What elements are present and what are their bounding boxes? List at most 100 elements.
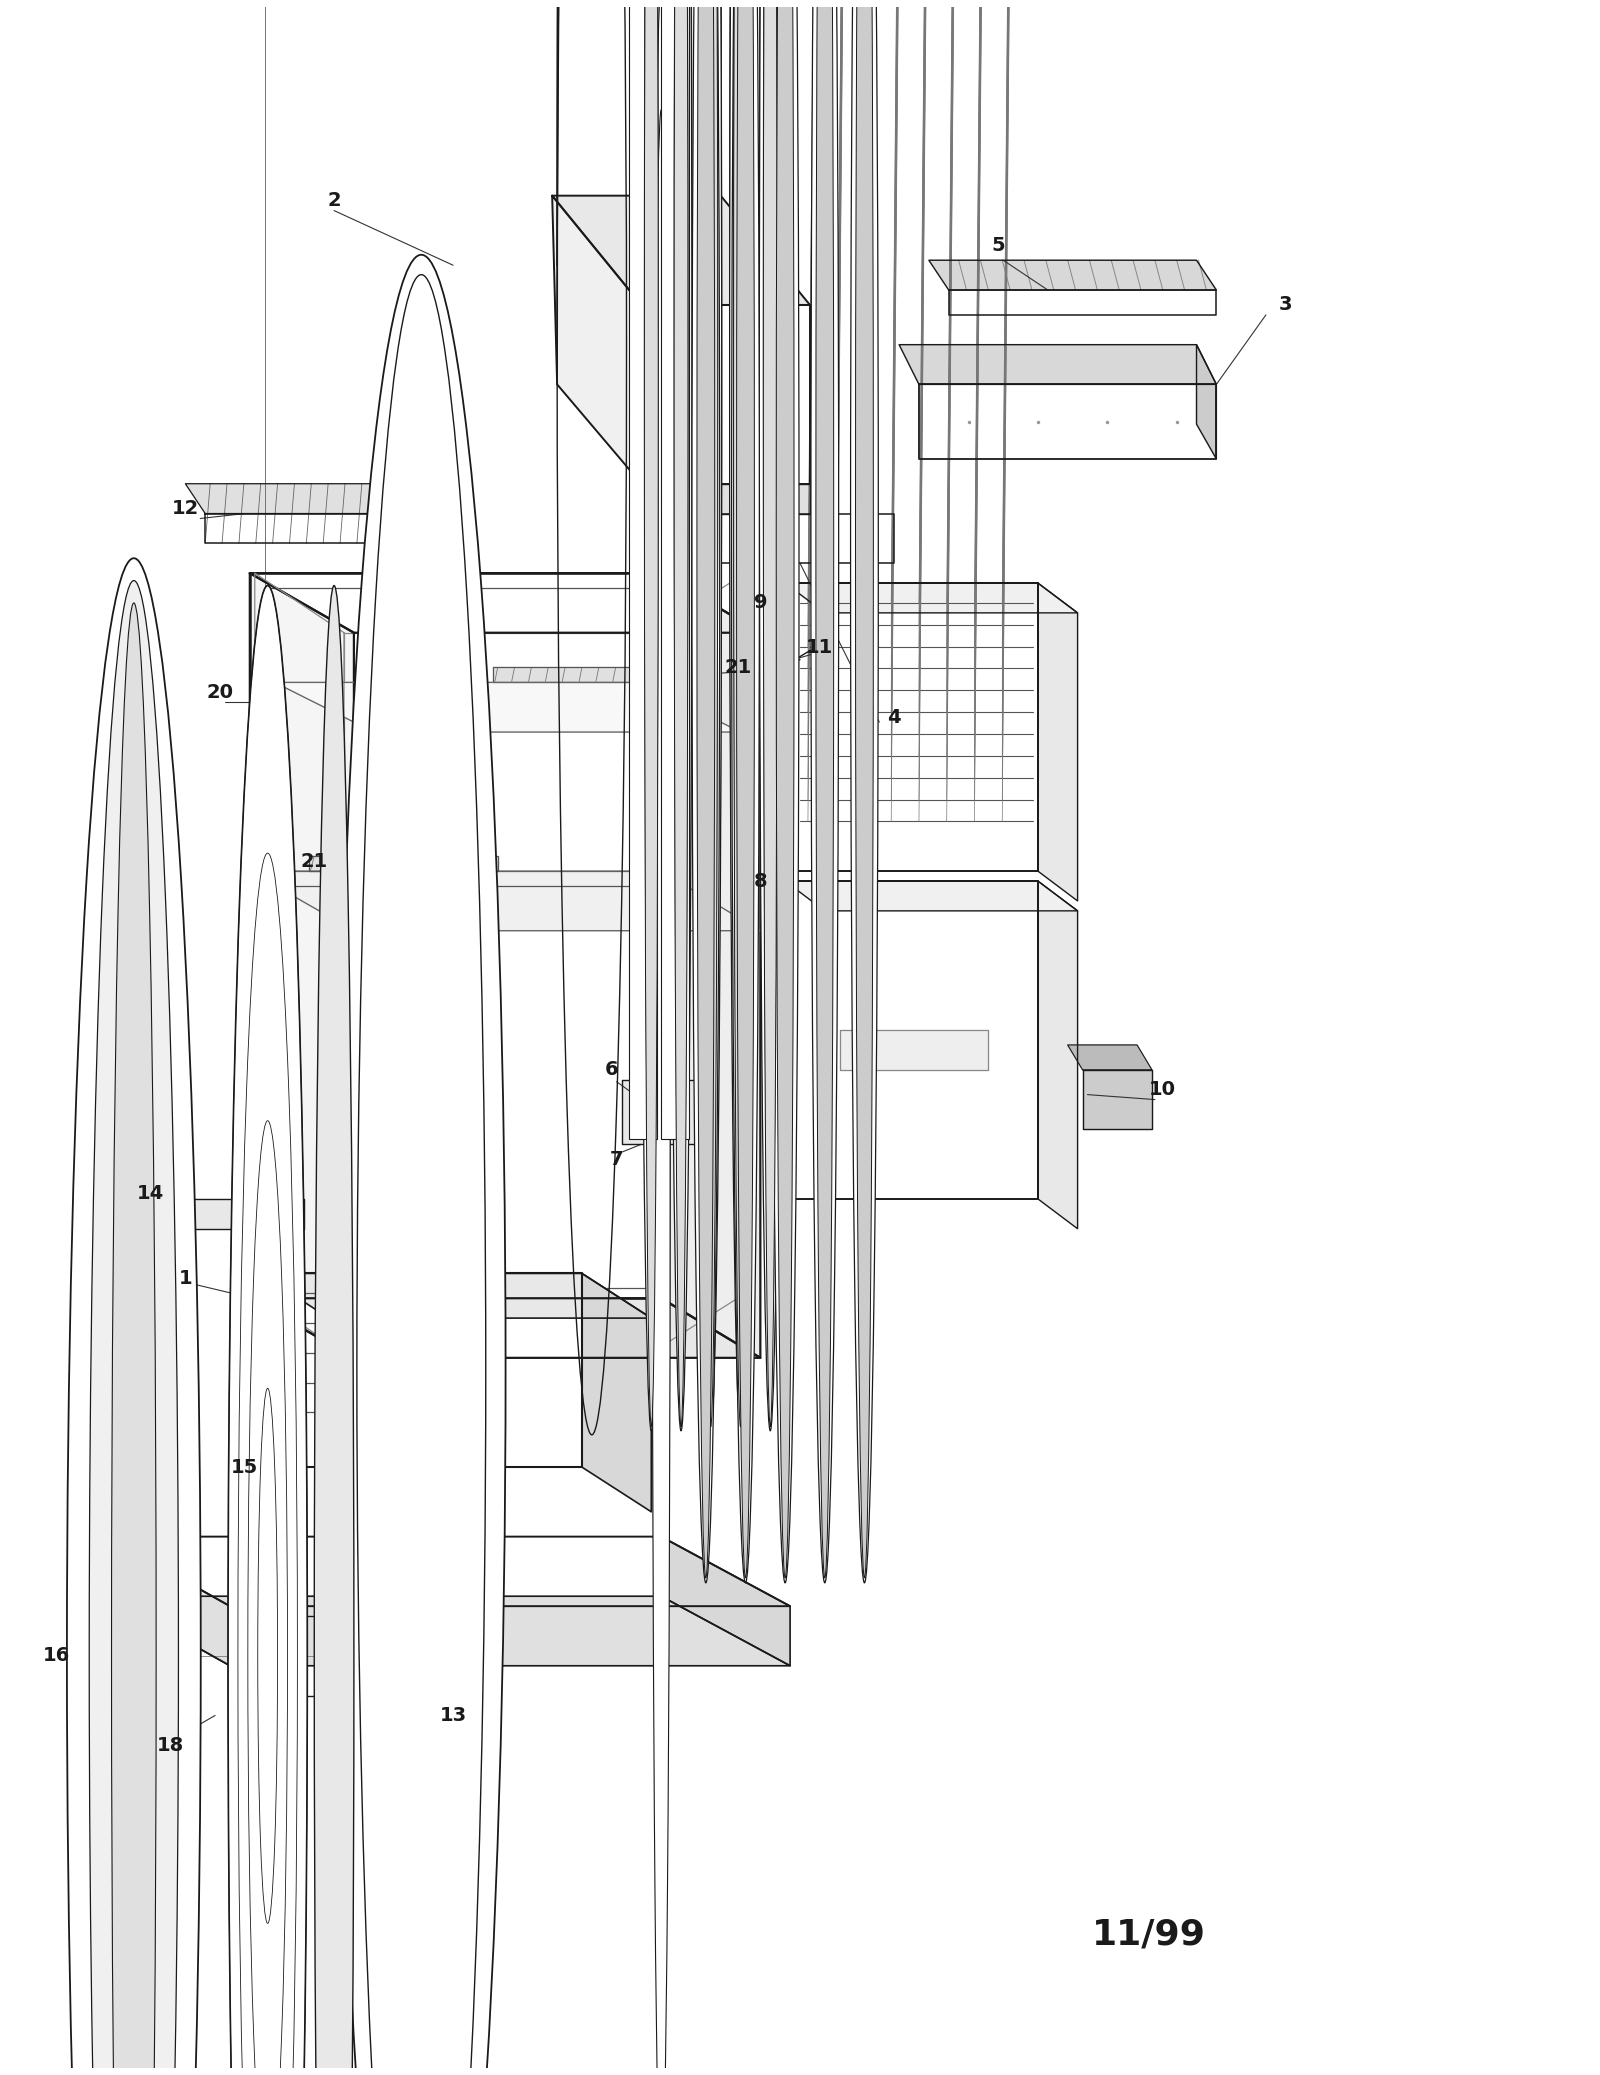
Polygon shape xyxy=(661,1538,790,1666)
Polygon shape xyxy=(899,344,1216,384)
Ellipse shape xyxy=(357,274,486,2075)
Ellipse shape xyxy=(670,0,691,1365)
Ellipse shape xyxy=(674,0,688,1428)
Ellipse shape xyxy=(640,0,662,1432)
Text: 5: 5 xyxy=(992,237,1005,255)
Ellipse shape xyxy=(645,0,658,1428)
Polygon shape xyxy=(918,384,1216,459)
Ellipse shape xyxy=(730,0,752,1365)
Ellipse shape xyxy=(731,0,760,1583)
Text: 11: 11 xyxy=(806,639,834,658)
Text: 18: 18 xyxy=(157,1735,184,1755)
Polygon shape xyxy=(275,683,741,732)
Ellipse shape xyxy=(704,0,718,1428)
Polygon shape xyxy=(552,195,642,483)
Ellipse shape xyxy=(653,110,670,2075)
Polygon shape xyxy=(250,573,760,633)
Polygon shape xyxy=(1067,1046,1152,1071)
Text: 20: 20 xyxy=(206,683,234,701)
Ellipse shape xyxy=(90,581,179,2075)
Ellipse shape xyxy=(763,0,778,1363)
Ellipse shape xyxy=(67,558,200,2075)
Polygon shape xyxy=(682,513,894,562)
Polygon shape xyxy=(205,513,443,544)
Text: 12: 12 xyxy=(171,500,198,519)
Polygon shape xyxy=(309,857,498,871)
Polygon shape xyxy=(621,1079,696,1143)
Polygon shape xyxy=(106,1538,230,1666)
Ellipse shape xyxy=(640,0,662,1365)
Polygon shape xyxy=(786,882,1038,1199)
Text: 3: 3 xyxy=(1278,295,1293,315)
Polygon shape xyxy=(949,290,1216,315)
Polygon shape xyxy=(384,732,453,751)
Polygon shape xyxy=(250,1299,760,1357)
Text: 21: 21 xyxy=(725,658,752,676)
Text: 1: 1 xyxy=(179,1270,192,1289)
Text: 15: 15 xyxy=(232,1457,259,1477)
Polygon shape xyxy=(1197,344,1216,459)
Ellipse shape xyxy=(856,0,874,1577)
Text: 6: 6 xyxy=(605,1060,619,1079)
Bar xyxy=(629,0,658,1139)
Polygon shape xyxy=(1083,1071,1152,1129)
Text: 7: 7 xyxy=(610,1150,624,1168)
Polygon shape xyxy=(840,1029,989,1071)
Polygon shape xyxy=(786,583,1077,612)
Ellipse shape xyxy=(733,0,747,1428)
Polygon shape xyxy=(661,573,760,1357)
Ellipse shape xyxy=(760,0,781,1432)
Ellipse shape xyxy=(763,0,778,1428)
Text: 11/99: 11/99 xyxy=(1091,1917,1206,1950)
Ellipse shape xyxy=(691,0,720,1583)
Polygon shape xyxy=(250,872,760,932)
Text: 13: 13 xyxy=(440,1706,467,1724)
Ellipse shape xyxy=(653,0,670,2060)
Text: 8: 8 xyxy=(754,872,766,890)
Polygon shape xyxy=(106,1538,790,1606)
Ellipse shape xyxy=(699,0,722,1365)
Ellipse shape xyxy=(674,0,688,1363)
Polygon shape xyxy=(1038,882,1077,1228)
Text: 14: 14 xyxy=(138,1185,165,1203)
Ellipse shape xyxy=(760,0,781,1365)
Polygon shape xyxy=(106,1596,790,1666)
Polygon shape xyxy=(930,259,1216,290)
Ellipse shape xyxy=(771,0,798,1583)
Polygon shape xyxy=(786,882,1077,911)
Ellipse shape xyxy=(338,255,506,2075)
Ellipse shape xyxy=(776,0,794,1577)
Polygon shape xyxy=(163,1199,304,1228)
Ellipse shape xyxy=(851,0,878,1583)
Ellipse shape xyxy=(704,0,718,1363)
Polygon shape xyxy=(250,573,354,1357)
Ellipse shape xyxy=(816,0,834,1577)
Ellipse shape xyxy=(229,585,307,2075)
Ellipse shape xyxy=(698,0,715,1577)
Polygon shape xyxy=(493,668,661,683)
Text: 21: 21 xyxy=(301,851,328,872)
Polygon shape xyxy=(259,1274,582,1467)
Ellipse shape xyxy=(653,0,670,1762)
Ellipse shape xyxy=(670,0,691,1432)
Ellipse shape xyxy=(736,0,754,1577)
Ellipse shape xyxy=(699,0,722,1432)
Text: 16: 16 xyxy=(43,1645,70,1666)
Polygon shape xyxy=(582,1274,651,1513)
Polygon shape xyxy=(642,483,810,513)
Polygon shape xyxy=(1038,583,1077,901)
Ellipse shape xyxy=(730,0,752,1432)
Bar xyxy=(661,0,690,1139)
Ellipse shape xyxy=(653,0,670,1890)
Text: 4: 4 xyxy=(888,708,901,726)
Polygon shape xyxy=(786,583,1038,872)
Ellipse shape xyxy=(645,0,658,1363)
Text: 2: 2 xyxy=(328,191,341,210)
Polygon shape xyxy=(642,305,810,483)
Text: 10: 10 xyxy=(1149,1081,1176,1100)
Ellipse shape xyxy=(314,585,354,2075)
Polygon shape xyxy=(134,1589,176,1722)
Polygon shape xyxy=(552,195,810,305)
Text: 9: 9 xyxy=(754,593,766,612)
Polygon shape xyxy=(186,483,443,513)
